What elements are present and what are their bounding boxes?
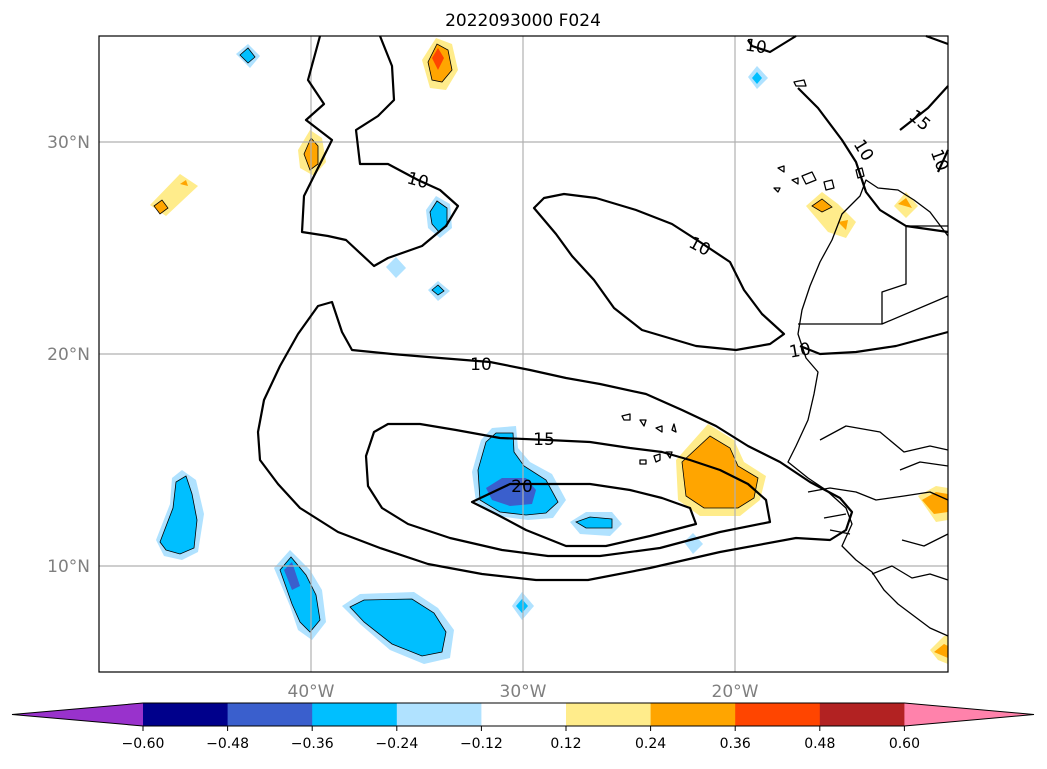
colorbar-extend-low (12, 703, 143, 726)
colorbar-tick-label: −0.60 (122, 736, 165, 752)
colorbar-tick-label: 0.36 (720, 736, 751, 752)
colorbar-segment (227, 703, 313, 726)
latitude-labels: 30°N 20°N 10°N (47, 133, 90, 577)
lon-label: 20°W (712, 682, 759, 702)
colorbar-extend-high (904, 703, 1034, 726)
colorbar-segment (566, 703, 652, 726)
map-title: 2022093000 F024 (445, 11, 601, 31)
colorbar-tick-label: −0.24 (375, 736, 418, 752)
colorbar-segment (143, 703, 229, 726)
colorbar-ticks: −0.60 −0.48 −0.36 −0.24 −0.12 0.12 0.24 0.36 0.4… (122, 726, 920, 752)
colorbar-segment (312, 703, 398, 726)
lon-label: 40°W (288, 682, 335, 702)
colorbar-tick-label: 0.24 (635, 736, 666, 752)
colorbar: −0.60 −0.48 −0.36 −0.24 −0.12 0.12 0.24 0.36 0.4… (11, 702, 1035, 752)
contour-label: 15 (533, 430, 555, 450)
contour-lines (256, 34, 950, 582)
colorbar-segment (650, 703, 736, 726)
contour-label: 10 (470, 355, 492, 375)
negative-anomaly-patches (156, 44, 768, 664)
colorbar-tick-label: 0.48 (804, 736, 835, 752)
lat-label: 20°N (47, 345, 90, 365)
map-panel: 10 10 10 10 10 10 15 15 20 10 (98, 34, 952, 673)
colorbar-tick-label: −0.12 (460, 736, 503, 752)
anomaly-outlines (153, 43, 833, 657)
colorbar-segments (11, 702, 1035, 727)
map-frame (98, 35, 949, 673)
colorbar-tick-label: 0.60 (889, 736, 920, 752)
colorbar-tick-label: −0.48 (206, 736, 249, 752)
colorbar-segment (396, 703, 482, 726)
gridlines (99, 36, 948, 672)
anomaly-fill-layer (150, 38, 948, 664)
colorbar-segment (481, 703, 567, 726)
colorbar-tick-label: −0.36 (291, 736, 334, 752)
lon-label: 30°W (500, 682, 547, 702)
lat-label: 30°N (47, 133, 90, 153)
colorbar-segment (819, 703, 905, 726)
coastlines (621, 79, 949, 637)
contour-label: 10 (744, 36, 768, 59)
contour-label: 20 (511, 477, 533, 497)
colorbar-segment (735, 703, 821, 726)
contour-label: 10 (788, 339, 813, 362)
colorbar-tick-label: 0.12 (550, 736, 581, 752)
lat-label: 10°N (47, 557, 90, 577)
longitude-labels: 40°W 30°W 20°W (288, 682, 759, 702)
